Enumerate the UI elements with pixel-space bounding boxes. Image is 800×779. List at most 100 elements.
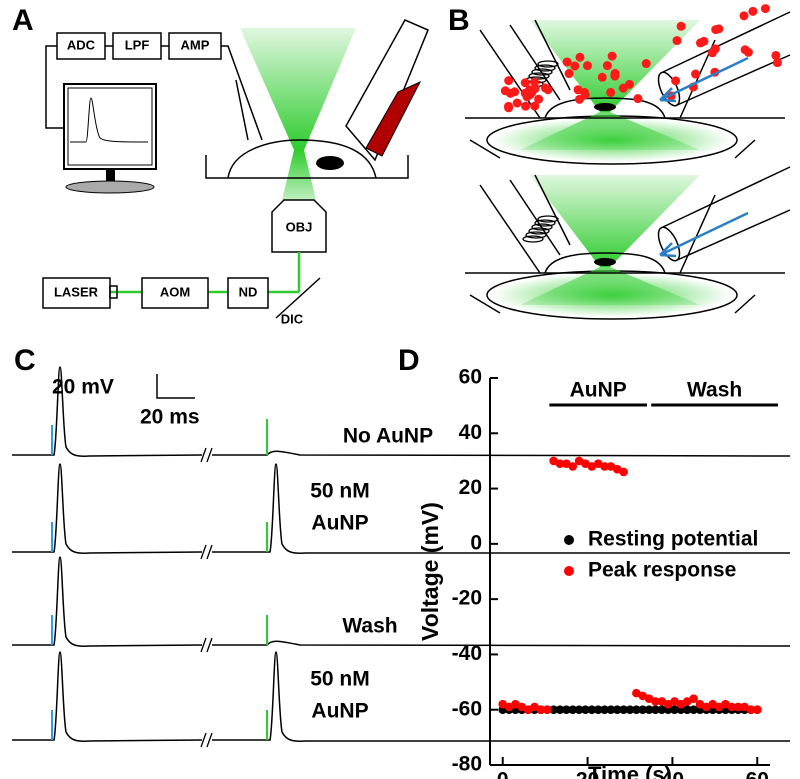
box-label: DIC — [281, 311, 304, 326]
y-tick-label: 0 — [470, 531, 482, 554]
monitor-base — [65, 180, 155, 194]
point — [619, 467, 628, 477]
pipette-tip — [657, 226, 681, 262]
outline — [465, 29, 785, 159]
dichroic — [275, 277, 321, 319]
break-mark — [200, 447, 213, 463]
particle — [504, 76, 514, 86]
particle — [695, 38, 705, 48]
particle — [676, 21, 686, 31]
nucleus — [594, 258, 616, 266]
particle — [570, 61, 580, 71]
monitor-stand — [106, 169, 115, 185]
legend-label: Resting potential — [588, 528, 758, 551]
pipette-right — [662, 11, 791, 107]
particle — [671, 76, 681, 86]
point — [746, 705, 756, 715]
point — [536, 705, 546, 715]
particle — [597, 72, 607, 82]
legend-label: Peak response — [588, 559, 736, 582]
point — [574, 705, 584, 715]
particle — [521, 101, 531, 111]
particle — [672, 36, 682, 46]
particle — [760, 4, 770, 14]
panel-c: C 20 mV 20 ms No AuNP 50 nM AuNP Wash 50 nM A… — [12, 344, 791, 748]
scale-bar — [156, 374, 195, 399]
arrow — [659, 56, 749, 103]
particle — [582, 61, 592, 71]
objective — [271, 199, 327, 253]
point — [651, 705, 660, 715]
panel-label: A — [12, 4, 34, 37]
box-label: AMP — [181, 37, 210, 52]
point — [568, 705, 578, 715]
nucleus — [594, 103, 616, 111]
cell — [544, 97, 666, 119]
particle — [748, 6, 758, 16]
panel-a: A ADC LPF AMP OBJ LASER AOM ND DIC — [12, 4, 429, 326]
y-axis-label: Voltage (mV) — [417, 502, 443, 641]
coil — [534, 219, 556, 227]
pipette-left — [509, 174, 571, 256]
point — [644, 705, 654, 715]
legend-marker — [564, 566, 574, 576]
y-tick-label: 20 — [459, 476, 482, 499]
particle — [633, 94, 643, 104]
particle — [530, 101, 540, 111]
point — [638, 705, 648, 715]
box-label: ADC — [67, 37, 96, 52]
particle — [562, 57, 572, 67]
point — [752, 705, 762, 715]
particle — [512, 98, 522, 108]
beam — [240, 28, 356, 150]
panel-d: D 60 40 20 0 -20 -40 -60 -80 0 20 40 60 Time (s) Volt… — [398, 344, 778, 779]
point — [562, 705, 571, 715]
break-mark — [200, 732, 213, 748]
particle — [580, 87, 590, 97]
particle — [527, 87, 537, 97]
box-label: ND — [239, 284, 258, 299]
particle — [564, 69, 574, 79]
point — [593, 705, 603, 715]
trace — [12, 651, 790, 742]
wire — [45, 45, 263, 141]
particle — [602, 61, 612, 71]
point — [612, 705, 622, 715]
period-label: Wash — [687, 379, 742, 402]
y-tick-label: 40 — [459, 421, 482, 444]
point — [632, 705, 641, 715]
pipette-right — [662, 166, 791, 262]
box-label: LASER — [54, 284, 99, 299]
point — [682, 705, 692, 715]
coil — [528, 227, 550, 235]
particle — [575, 52, 585, 62]
particle — [739, 11, 749, 21]
point — [733, 702, 743, 712]
particle — [691, 69, 701, 79]
point — [555, 705, 565, 715]
scale-label: 20 ms — [140, 406, 200, 429]
condition-label: 50 nM — [310, 480, 370, 503]
particle — [607, 51, 617, 61]
y-tick-label: -40 — [452, 642, 482, 665]
arrow — [659, 211, 749, 258]
coil — [531, 223, 553, 231]
coil — [534, 64, 556, 72]
y-tick-label: -60 — [452, 697, 482, 720]
x-tick-label: 60 — [746, 769, 769, 779]
box — [227, 277, 269, 309]
particle — [618, 83, 628, 93]
pipette-fill — [365, 80, 422, 157]
point — [555, 459, 565, 468]
particle — [500, 86, 510, 96]
coil — [525, 231, 547, 239]
pipette-tip — [657, 71, 681, 107]
particle — [510, 87, 520, 97]
outline — [465, 184, 785, 314]
beam-path — [110, 252, 301, 294]
point — [670, 705, 679, 715]
particle — [540, 83, 550, 93]
cell — [544, 252, 666, 274]
coil — [537, 215, 559, 223]
